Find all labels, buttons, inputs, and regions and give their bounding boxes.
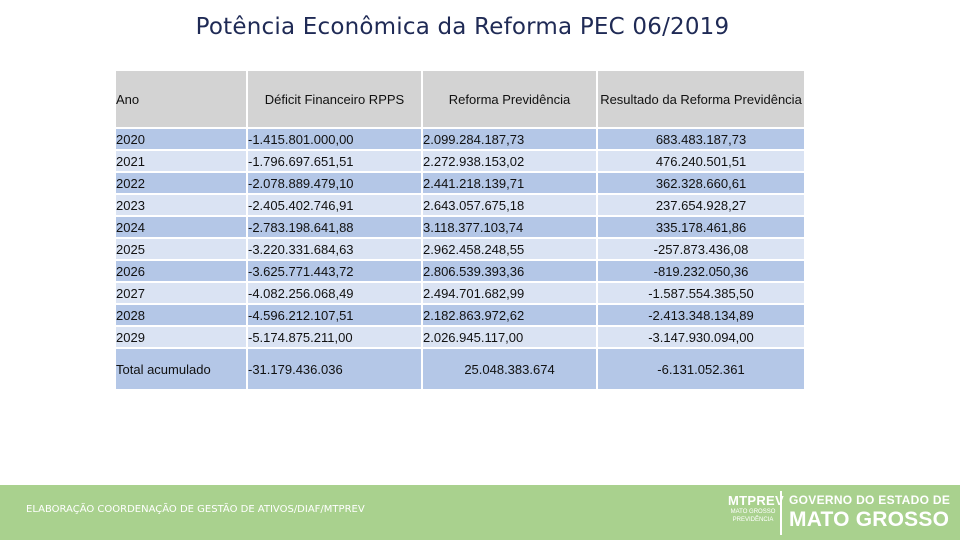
footer-credit: ELABORAÇÃO COORDENAÇÃO DE GESTÃO DE ATIV… bbox=[26, 504, 365, 515]
cell-reforma: 2.962.458.248,55 bbox=[421, 237, 598, 261]
cell-resultado: 362.328.660,61 bbox=[596, 171, 806, 195]
cell-deficit: -2.783.198.641,88 bbox=[246, 215, 423, 239]
cell-reforma: 2.494.701.682,99 bbox=[421, 281, 598, 305]
cell-ano: 2025 bbox=[114, 237, 248, 261]
cell-deficit: -1.415.801.000,00 bbox=[246, 127, 423, 151]
cell-resultado: 683.483.187,73 bbox=[596, 127, 806, 151]
government-logo: GOVERNO DO ESTADO DE MATO GROSSO bbox=[789, 493, 950, 532]
table-row: 2025 -3.220.331.684,63 2.962.458.248,55 … bbox=[114, 237, 806, 261]
cell-reforma: 2.099.284.187,73 bbox=[421, 127, 598, 151]
cell-deficit: -5.174.875.211,00 bbox=[246, 325, 423, 349]
mtprev-logo: MTPREV MATO GROSSO PREVIDÊNCIA bbox=[728, 493, 784, 524]
cell-resultado: -257.873.436,08 bbox=[596, 237, 806, 261]
table-row: 2024 -2.783.198.641,88 3.118.377.103,74 … bbox=[114, 215, 806, 239]
cell-ano: 2024 bbox=[114, 215, 248, 239]
table-row: 2022 -2.078.889.479,10 2.441.218.139,71 … bbox=[114, 171, 806, 195]
data-table: Ano Déficit Financeiro RPPS Reforma Prev… bbox=[114, 69, 806, 391]
page-title: Potência Econômica da Reforma PEC 06/201… bbox=[195, 14, 730, 40]
table-row: 2020 -1.415.801.000,00 2.099.284.187,73 … bbox=[114, 127, 806, 151]
cell-resultado: -819.232.050,36 bbox=[596, 259, 806, 283]
cell-ano: 2021 bbox=[114, 149, 248, 173]
footer-bar: ELABORAÇÃO COORDENAÇÃO DE GESTÃO DE ATIV… bbox=[0, 485, 960, 540]
cell-reforma: 2.806.539.393,36 bbox=[421, 259, 598, 283]
table-row: 2028 -4.596.212.107,51 2.182.863.972,62 … bbox=[114, 303, 806, 327]
cell-resultado: -1.587.554.385,50 bbox=[596, 281, 806, 305]
header-ano: Ano bbox=[114, 69, 248, 129]
cell-ano: 2026 bbox=[114, 259, 248, 283]
table-row: 2023 -2.405.402.746,91 2.643.057.675,18 … bbox=[114, 193, 806, 217]
cell-reforma: 2.272.938.153,02 bbox=[421, 149, 598, 173]
total-reforma: 25.048.383.674 bbox=[421, 347, 598, 391]
cell-resultado: -2.413.348.134,89 bbox=[596, 303, 806, 327]
table-header-row: Ano Déficit Financeiro RPPS Reforma Prev… bbox=[114, 69, 806, 129]
cell-resultado: 335.178.461,86 bbox=[596, 215, 806, 239]
total-deficit: -31.179.436.036 bbox=[246, 347, 423, 391]
header-reforma: Reforma Previdência bbox=[421, 69, 598, 129]
cell-reforma: 2.441.218.139,71 bbox=[421, 171, 598, 195]
government-logo-line2: MATO GROSSO bbox=[789, 508, 950, 531]
cell-resultado: 237.654.928,27 bbox=[596, 193, 806, 217]
cell-ano: 2022 bbox=[114, 171, 248, 195]
header-resultado: Resultado da Reforma Previdência bbox=[596, 69, 806, 129]
cell-deficit: -2.078.889.479,10 bbox=[246, 171, 423, 195]
cell-deficit: -1.796.697.651,51 bbox=[246, 149, 423, 173]
cell-deficit: -4.082.256.068,49 bbox=[246, 281, 423, 305]
cell-deficit: -2.405.402.746,91 bbox=[246, 193, 423, 217]
table-row: 2026 -3.625.771.443,72 2.806.539.393,36 … bbox=[114, 259, 806, 283]
government-logo-line1: GOVERNO DO ESTADO DE bbox=[789, 493, 951, 507]
cell-ano: 2023 bbox=[114, 193, 248, 217]
total-row: Total acumulado -31.179.436.036 25.048.3… bbox=[114, 347, 806, 391]
mtprev-logo-sub2: PREVIDÊNCIA bbox=[732, 517, 774, 523]
cell-resultado: -3.147.930.094,00 bbox=[596, 325, 806, 349]
mtprev-logo-sub1: MATO GROSSO bbox=[730, 509, 776, 515]
cell-ano: 2020 bbox=[114, 127, 248, 151]
cell-ano: 2028 bbox=[114, 303, 248, 327]
cell-reforma: 2.182.863.972,62 bbox=[421, 303, 598, 327]
cell-reforma: 3.118.377.103,74 bbox=[421, 215, 598, 239]
cell-deficit: -3.220.331.684,63 bbox=[246, 237, 423, 261]
cell-ano: 2029 bbox=[114, 325, 248, 349]
total-resultado: -6.131.052.361 bbox=[596, 347, 806, 391]
header-deficit: Déficit Financeiro RPPS bbox=[246, 69, 423, 129]
cell-reforma: 2.026.945.117,00 bbox=[421, 325, 598, 349]
cell-ano: 2027 bbox=[114, 281, 248, 305]
cell-deficit: -4.596.212.107,51 bbox=[246, 303, 423, 327]
mtprev-logo-main: MTPREV bbox=[728, 493, 784, 508]
cell-resultado: 476.240.501,51 bbox=[596, 149, 806, 173]
logo-divider bbox=[780, 491, 782, 535]
table-row: 2029 -5.174.875.211,00 2.026.945.117,00 … bbox=[114, 325, 806, 349]
cell-deficit: -3.625.771.443,72 bbox=[246, 259, 423, 283]
total-label: Total acumulado bbox=[114, 347, 248, 391]
table-row: 2027 -4.082.256.068,49 2.494.701.682,99 … bbox=[114, 281, 806, 305]
cell-reforma: 2.643.057.675,18 bbox=[421, 193, 598, 217]
table-row: 2021 -1.796.697.651,51 2.272.938.153,02 … bbox=[114, 149, 806, 173]
